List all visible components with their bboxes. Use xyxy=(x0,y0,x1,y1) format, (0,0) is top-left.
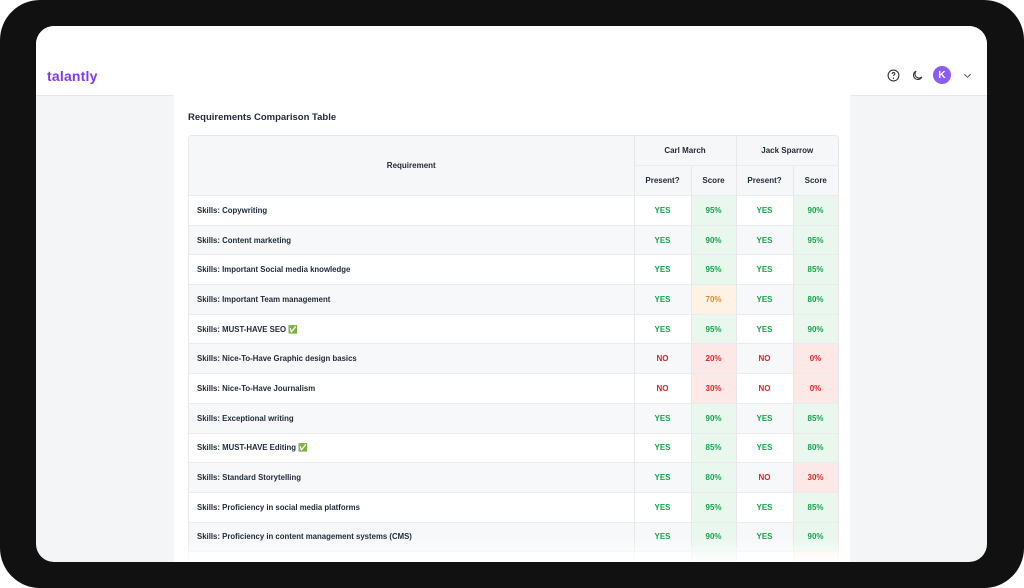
present-cell: YES xyxy=(634,254,692,286)
score-cell: 0% xyxy=(793,343,838,375)
avatar[interactable]: K xyxy=(933,66,951,84)
section-title: Requirements Comparison Table xyxy=(188,112,337,123)
present-cell: YES xyxy=(736,492,794,523)
score-cell: 95% xyxy=(691,195,737,226)
requirement-cell: Skills: Exceptional writing xyxy=(189,403,635,434)
table-row: Skills: MUST-HAVE Editing ✅ YES 85% YES 80% xyxy=(189,433,838,464)
requirement-cell: Skills: MUST-HAVE Editing ✅ xyxy=(189,433,635,464)
score-cell: 80% xyxy=(793,284,838,315)
table-row: Skills: Content marketing YES 90% YES 95% xyxy=(189,225,838,256)
table-row: Skills: Exceptional writing YES 90% YES 85% xyxy=(189,403,838,434)
score-cell: 85% xyxy=(793,492,838,523)
present-cell: YES xyxy=(736,314,794,345)
candidate-header: Jack Sparrow xyxy=(736,136,838,166)
comparison-table: Requirement Carl March Jack Sparrow Pres… xyxy=(188,135,839,562)
score-cell: 95% xyxy=(691,254,737,286)
requirement-cell: Skills: Important Team management xyxy=(189,284,635,315)
candidate-header: Carl March xyxy=(634,136,737,166)
present-cell: NO xyxy=(736,462,794,493)
score-cell: 70% xyxy=(691,284,737,315)
present-cell: NO xyxy=(736,373,794,404)
score-cell: 85% xyxy=(793,254,838,286)
main-content: Requirements Comparison Table Requiremen… xyxy=(174,95,850,562)
present-cell: YES xyxy=(634,225,692,256)
top-bar: talantly K xyxy=(36,26,987,96)
requirement-cell: Skills: Nice-To-Have Journalism xyxy=(189,373,635,404)
present-cell: YES xyxy=(634,284,692,315)
requirement-cell: Skills: MUST-HAVE SEO ✅ xyxy=(189,314,635,345)
table-row: Skills: Copywriting YES 95% YES 90% xyxy=(189,195,838,226)
requirement-header: Requirement xyxy=(189,136,635,196)
present-cell: YES xyxy=(634,195,692,226)
present-header: Present? xyxy=(634,165,692,196)
top-actions: K xyxy=(885,66,975,84)
present-cell: YES xyxy=(634,462,692,493)
table-row: Skills: Nice-To-Have Journalism NO 30% NO 0% xyxy=(189,373,838,404)
present-cell: NO xyxy=(736,343,794,375)
requirement-cell: Skills: Standard Storytelling xyxy=(189,462,635,493)
requirement-cell: Skills: Proficiency in social media plat… xyxy=(189,492,635,523)
table-row: Skills: Important Social media knowledge… xyxy=(189,254,838,286)
present-cell: NO xyxy=(634,373,692,404)
table-row: Skills: Standard Storytelling YES 80% NO 30% xyxy=(189,462,838,493)
score-cell: 80% xyxy=(793,433,838,464)
score-cell: 90% xyxy=(691,403,737,434)
score-cell: 80% xyxy=(691,462,737,493)
present-cell: YES xyxy=(736,195,794,226)
score-cell: 90% xyxy=(793,314,838,345)
requirement-cell: Skills: Content marketing xyxy=(189,225,635,256)
present-cell: YES xyxy=(634,492,692,523)
present-cell: YES xyxy=(736,284,794,315)
present-cell: YES xyxy=(634,403,692,434)
app-screen: talantly K Requirements Comparison Table xyxy=(36,26,987,562)
app-logo[interactable]: talantly xyxy=(47,68,98,84)
present-cell: YES xyxy=(634,433,692,464)
requirement-cell: Skills: Copywriting xyxy=(189,195,635,226)
help-circle-icon[interactable] xyxy=(885,67,901,83)
requirement-cell: Skills: Nice-To-Have Graphic design basi… xyxy=(189,343,635,375)
score-cell: 90% xyxy=(793,195,838,226)
score-cell: 95% xyxy=(691,492,737,523)
score-cell: 20% xyxy=(691,343,737,375)
score-cell: 85% xyxy=(691,433,737,464)
score-header: Score xyxy=(793,165,838,196)
present-cell: YES xyxy=(736,433,794,464)
table-row: Skills: Nice-To-Have Graphic design basi… xyxy=(189,343,838,375)
moon-icon[interactable] xyxy=(909,67,925,83)
table-row: Skills: Important Team management YES 70% Y… xyxy=(189,284,838,315)
requirement-cell: Skills: Important Social media knowledge xyxy=(189,254,635,286)
score-cell: 85% xyxy=(793,403,838,434)
score-cell: 30% xyxy=(691,373,737,404)
present-cell: YES xyxy=(634,314,692,345)
scroll-fade xyxy=(174,538,850,562)
present-cell: YES xyxy=(736,225,794,256)
table-row: Skills: Proficiency in social media plat… xyxy=(189,492,838,523)
present-cell: YES xyxy=(736,403,794,434)
present-cell: YES xyxy=(736,254,794,286)
present-header: Present? xyxy=(736,165,794,196)
score-header: Score xyxy=(691,165,737,196)
present-cell: NO xyxy=(634,343,692,375)
score-cell: 95% xyxy=(691,314,737,345)
chevron-down-icon[interactable] xyxy=(959,67,975,83)
score-cell: 90% xyxy=(691,225,737,256)
score-cell: 0% xyxy=(793,373,838,404)
score-cell: 95% xyxy=(793,225,838,256)
table-row: Skills: MUST-HAVE SEO ✅ YES 95% YES 90% xyxy=(189,314,838,345)
score-cell: 30% xyxy=(793,462,838,493)
